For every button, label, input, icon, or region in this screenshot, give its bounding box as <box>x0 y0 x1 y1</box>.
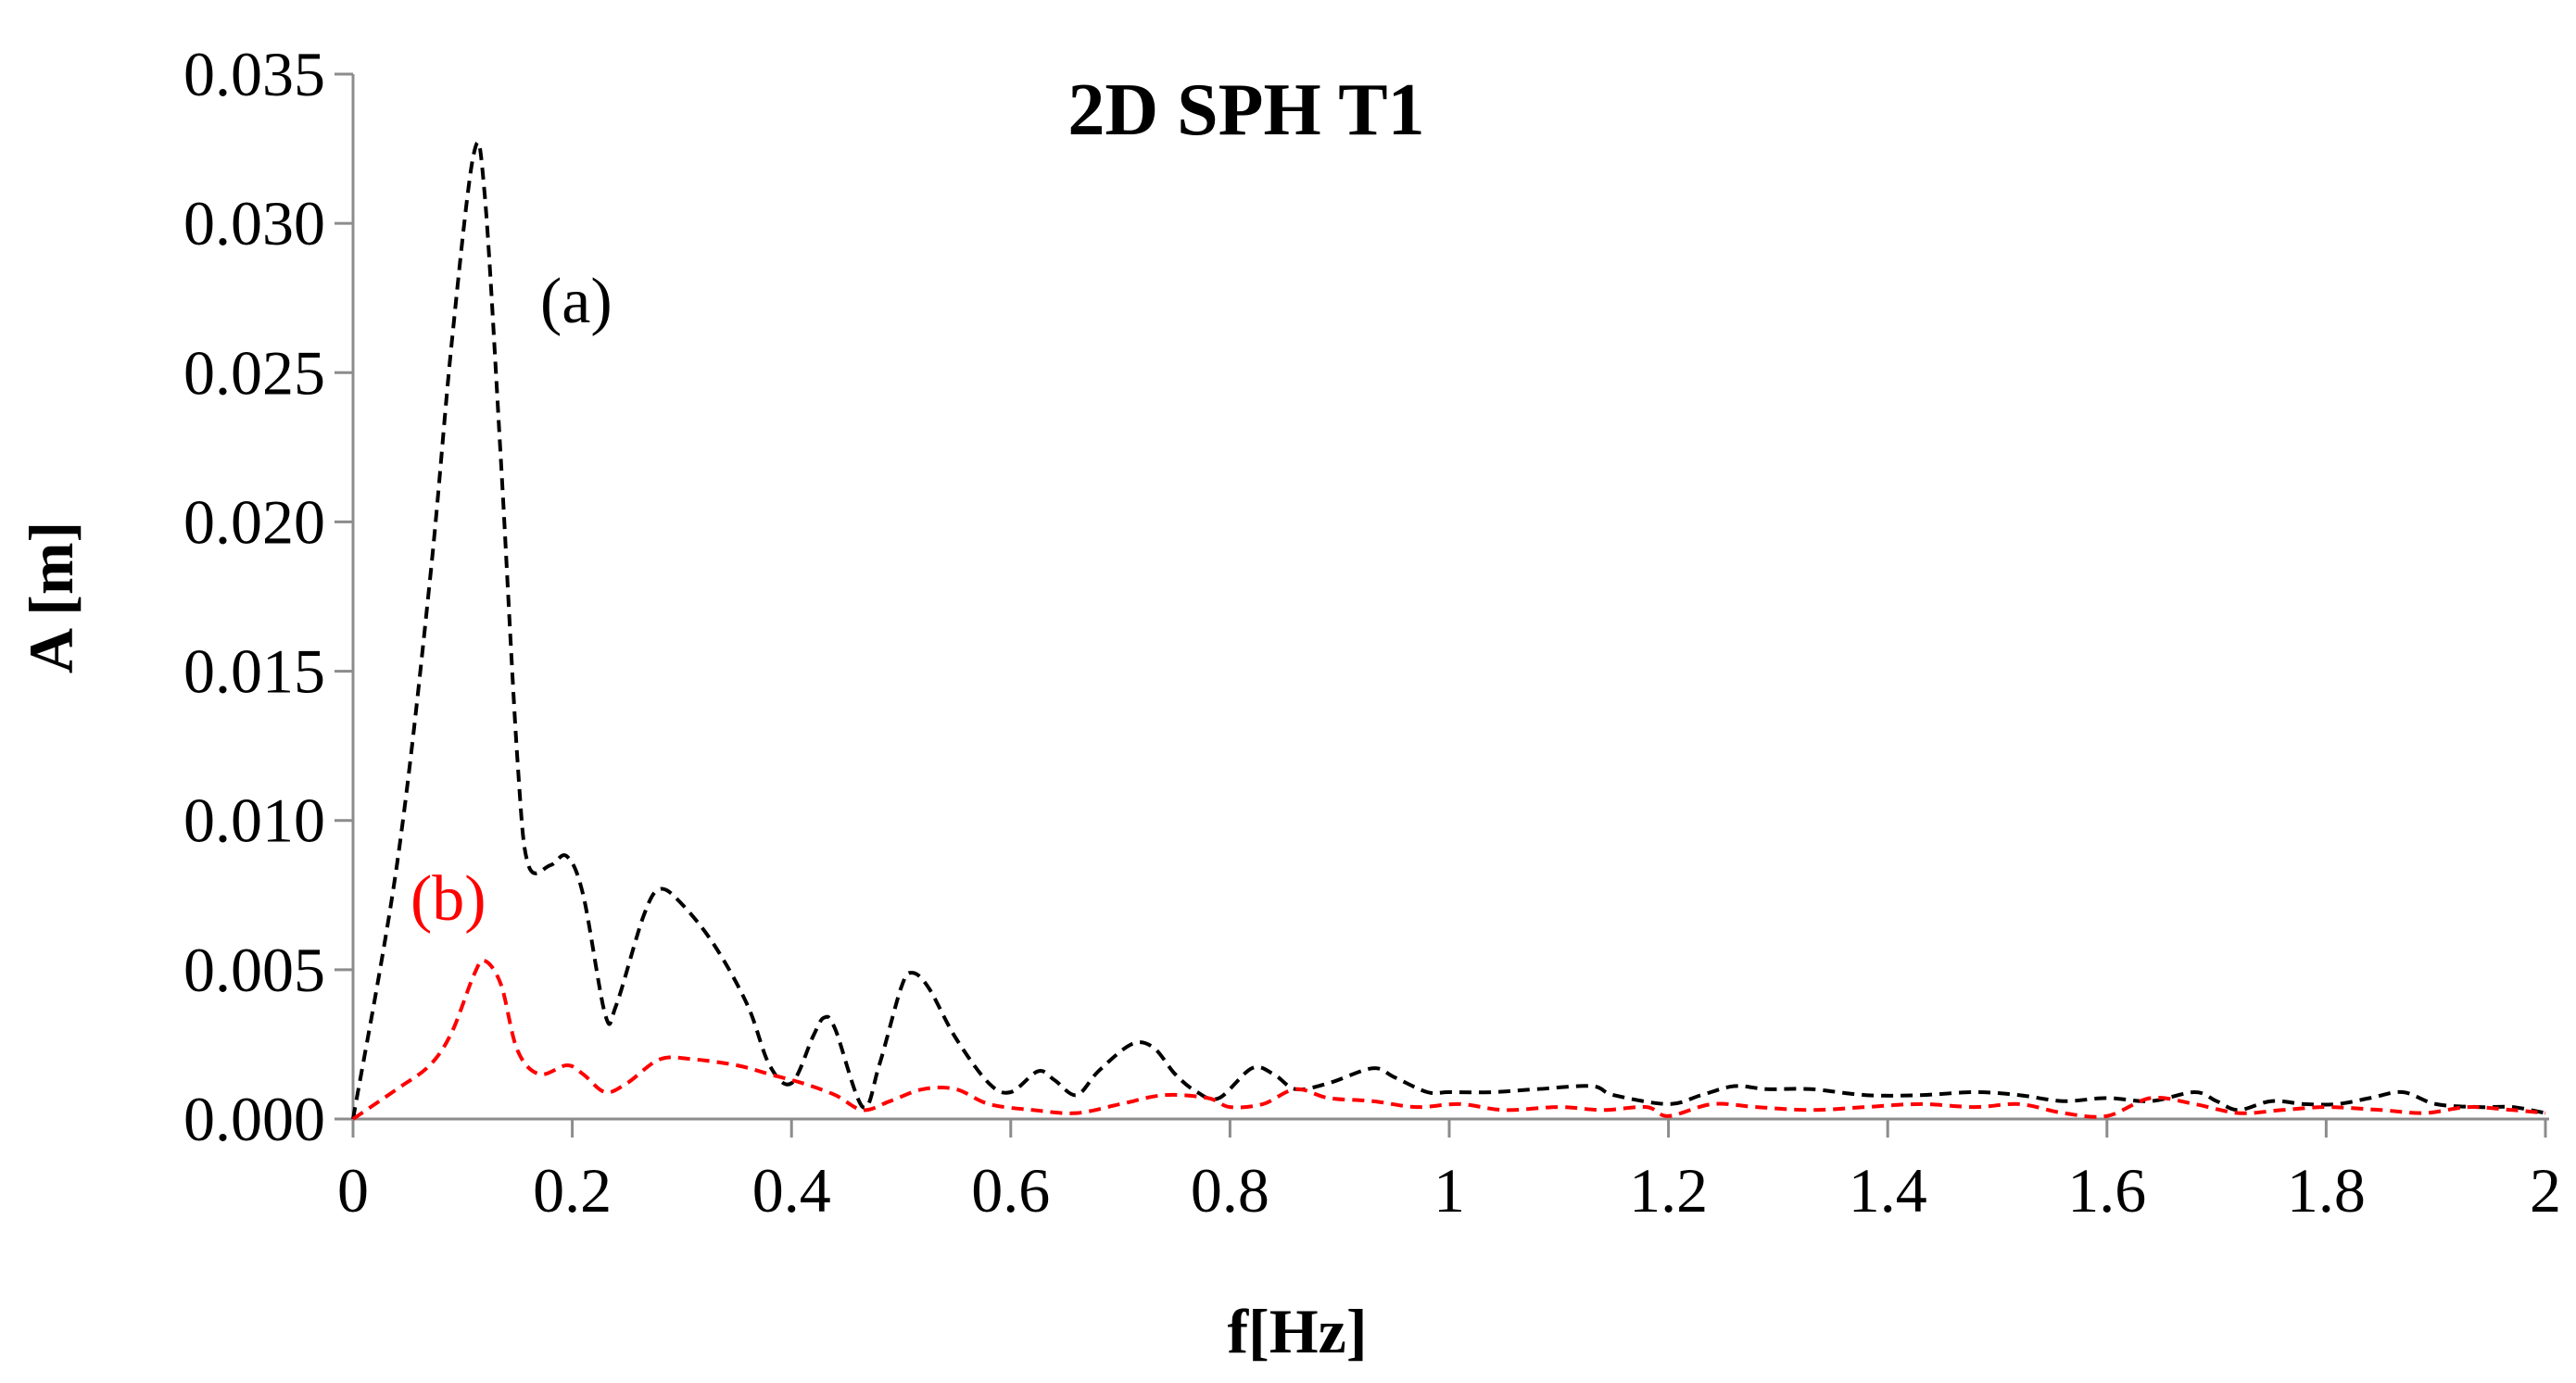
y-tick-label: 0.020 <box>183 486 325 557</box>
x-tick-label: 1.6 <box>2067 1155 2146 1226</box>
x-tick-label: 0.2 <box>533 1155 612 1226</box>
x-tick-label: 0.4 <box>752 1155 831 1226</box>
y-tick-label: 0.010 <box>183 786 325 856</box>
y-tick-label: 0.000 <box>183 1084 325 1154</box>
series-label-b: (b) <box>410 863 486 935</box>
y-ticks: 0.000 0.005 0.010 0.015 0.020 0.025 0.030 0.035 <box>183 39 353 1154</box>
y-tick-label: 0.030 <box>183 188 325 258</box>
y-tick-label: 0.005 <box>183 935 325 1005</box>
x-tick-label: 1.2 <box>1629 1155 1708 1226</box>
y-tick-label: 0.015 <box>183 636 325 707</box>
axes <box>351 74 2549 1121</box>
series-label-a: (a) <box>540 266 612 337</box>
x-tick-label: 1.4 <box>1849 1155 1927 1226</box>
x-tick-label: 1.8 <box>2287 1155 2366 1226</box>
y-tick-label: 0.035 <box>183 39 325 109</box>
x-axis-title: f[Hz] <box>1227 1296 1367 1366</box>
y-tick-label: 0.025 <box>183 337 325 408</box>
x-tick-label: 0.8 <box>1191 1155 1269 1226</box>
series-layer <box>351 140 2546 1121</box>
x-tick-label: 0.6 <box>971 1155 1050 1226</box>
y-axis-title: A [m] <box>16 522 86 673</box>
x-tick-label: 1 <box>1433 1155 1465 1226</box>
x-ticks: 0 0.2 0.4 0.6 0.8 1 1.2 1.4 1.6 1.8 2 <box>337 1119 2561 1226</box>
x-tick-label: 0 <box>337 1155 369 1226</box>
chart-title: 2D SPH T1 <box>1067 69 1424 151</box>
x-tick-label: 2 <box>2530 1155 2561 1226</box>
series-line-b <box>351 958 2546 1121</box>
series-line-a <box>351 140 2546 1120</box>
